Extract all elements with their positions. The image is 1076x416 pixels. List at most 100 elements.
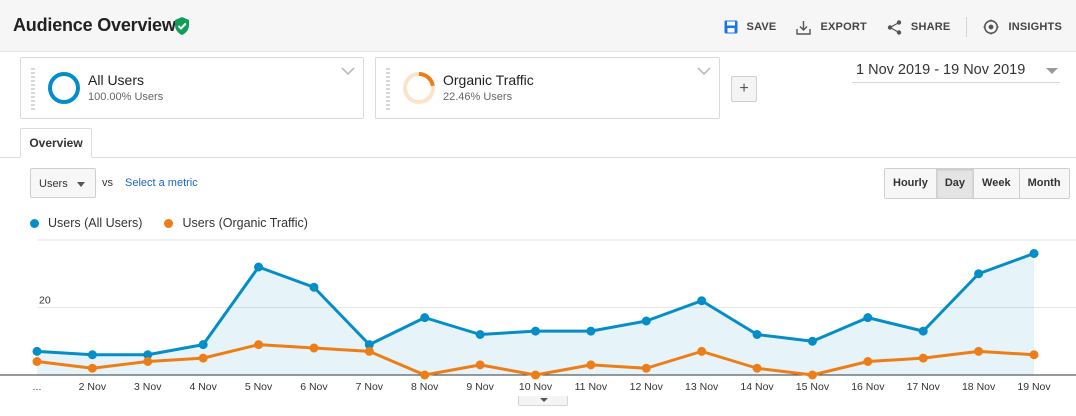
x-tick-label: 9 Nov — [466, 381, 494, 393]
data-point — [309, 343, 319, 353]
x-tick-label: 18 Nov — [962, 381, 996, 393]
metric-dropdown[interactable]: Users — [30, 168, 96, 198]
add-segment-button[interactable]: + — [731, 76, 757, 102]
segment-percentage: 22.46% Users — [443, 91, 513, 103]
segment-card-all-users[interactable]: All Users 100.00% Users — [20, 57, 364, 119]
insights-label: INSIGHTS — [1008, 21, 1062, 33]
segment-name: Organic Traffic — [443, 72, 534, 88]
x-tick-label: 3 Nov — [134, 381, 162, 393]
chart-legend: Users (All Users) Users (Organic Traffic… — [30, 216, 330, 230]
data-point — [254, 340, 264, 350]
legend-item-organic-traffic[interactable]: Users (Organic Traffic) — [164, 216, 308, 230]
data-point — [641, 316, 651, 326]
data-point — [974, 346, 984, 356]
data-point — [32, 357, 42, 366]
data-point — [807, 336, 817, 346]
insights-button[interactable]: INSIGHTS — [983, 19, 1062, 35]
data-point — [32, 346, 42, 356]
x-tick-label: 12 Nov — [630, 381, 664, 393]
date-range-picker[interactable]: 1 Nov 2019 - 19 Nov 2019 — [852, 57, 1060, 83]
report-header: Audience Overview SAVE EXPORT — [0, 0, 1076, 52]
save-icon — [724, 20, 738, 34]
data-point — [309, 282, 319, 292]
save-label: SAVE — [746, 21, 777, 33]
segment-card-organic-traffic[interactable]: Organic Traffic 22.46% Users — [375, 57, 720, 119]
share-button[interactable]: SHARE — [887, 19, 951, 35]
export-button[interactable]: EXPORT — [796, 20, 867, 35]
chevron-down-icon[interactable] — [697, 66, 711, 76]
insights-icon — [983, 19, 999, 35]
data-point — [198, 340, 208, 350]
data-point — [143, 350, 153, 360]
x-tick-label: 15 Nov — [796, 381, 830, 393]
data-point — [143, 357, 153, 366]
save-button[interactable]: SAVE — [724, 20, 777, 34]
week-button[interactable]: Week — [973, 169, 1019, 198]
data-point — [475, 330, 485, 339]
select-metric-link[interactable]: Select a metric — [125, 177, 198, 189]
data-point — [641, 363, 651, 373]
data-point — [697, 296, 707, 306]
caret-down-icon — [77, 182, 85, 187]
data-point — [475, 360, 485, 370]
data-point — [863, 313, 873, 323]
data-point — [420, 370, 430, 380]
data-point — [254, 262, 264, 272]
vs-label: vs — [102, 177, 113, 189]
segment-name: All Users — [88, 72, 145, 88]
data-point — [364, 346, 374, 356]
y-tick-label: 40 — [39, 236, 51, 239]
tab-divider — [0, 157, 1076, 158]
share-icon — [887, 19, 902, 35]
chevron-down-icon[interactable] — [341, 66, 355, 76]
drag-handle[interactable] — [386, 68, 390, 110]
y-tick-label: 20 — [39, 295, 51, 307]
day-button[interactable]: Day — [935, 169, 974, 198]
header-actions: SAVE EXPORT SHARE INSIGH — [724, 16, 1062, 38]
x-tick-label: 16 Nov — [851, 381, 885, 393]
date-range-text: 1 Nov 2019 - 19 Nov 2019 — [856, 62, 1026, 78]
hourly-button[interactable]: Hourly — [885, 169, 936, 198]
x-tick-label: 2 Nov — [79, 381, 107, 393]
data-point — [863, 357, 873, 366]
data-point — [752, 363, 762, 373]
segment-ring-icon — [48, 72, 80, 104]
data-point — [586, 326, 596, 336]
data-point — [1029, 350, 1039, 360]
legend-label: Users (All Users) — [48, 216, 143, 230]
data-point — [198, 353, 208, 363]
data-point — [87, 350, 97, 360]
x-tick-label: 17 Nov — [907, 381, 941, 393]
x-tick-label: 8 Nov — [411, 381, 439, 393]
data-point — [364, 340, 374, 350]
data-point — [1029, 249, 1039, 258]
data-point — [586, 360, 596, 370]
data-point — [918, 326, 928, 336]
legend-item-all-users[interactable]: Users (All Users) — [30, 216, 142, 230]
month-button[interactable]: Month — [1018, 169, 1069, 198]
x-tick-label: ... — [33, 381, 42, 393]
line-chart: 20 40... 2 Nov 3 Nov 4 Nov 5 Nov 6 Nov 7 Nov 8 N… — [0, 236, 1076, 393]
x-tick-label: 4 Nov — [189, 381, 217, 393]
x-tick-label: 19 Nov — [1017, 381, 1051, 393]
export-label: EXPORT — [820, 21, 867, 33]
data-point — [752, 330, 762, 339]
tab-overview[interactable]: Overview — [20, 128, 92, 158]
legend-label: Users (Organic Traffic) — [182, 216, 308, 230]
data-point — [697, 346, 707, 356]
data-point — [918, 353, 928, 363]
chart-expand-button[interactable] — [518, 396, 568, 406]
drag-handle[interactable] — [31, 68, 35, 110]
x-tick-label: 11 Nov — [575, 381, 608, 393]
x-tick-label: 7 Nov — [356, 381, 384, 393]
caret-down-icon — [540, 398, 548, 402]
data-point — [807, 370, 817, 380]
x-tick-label: 14 Nov — [740, 381, 774, 393]
legend-dot — [164, 218, 174, 228]
caret-down-icon — [1046, 68, 1058, 74]
segment-ring-icon — [403, 72, 435, 104]
x-tick-label: 5 Nov — [245, 381, 273, 393]
series-area — [37, 253, 1034, 375]
data-point — [531, 326, 540, 336]
page-title: Audience Overview — [13, 15, 176, 35]
